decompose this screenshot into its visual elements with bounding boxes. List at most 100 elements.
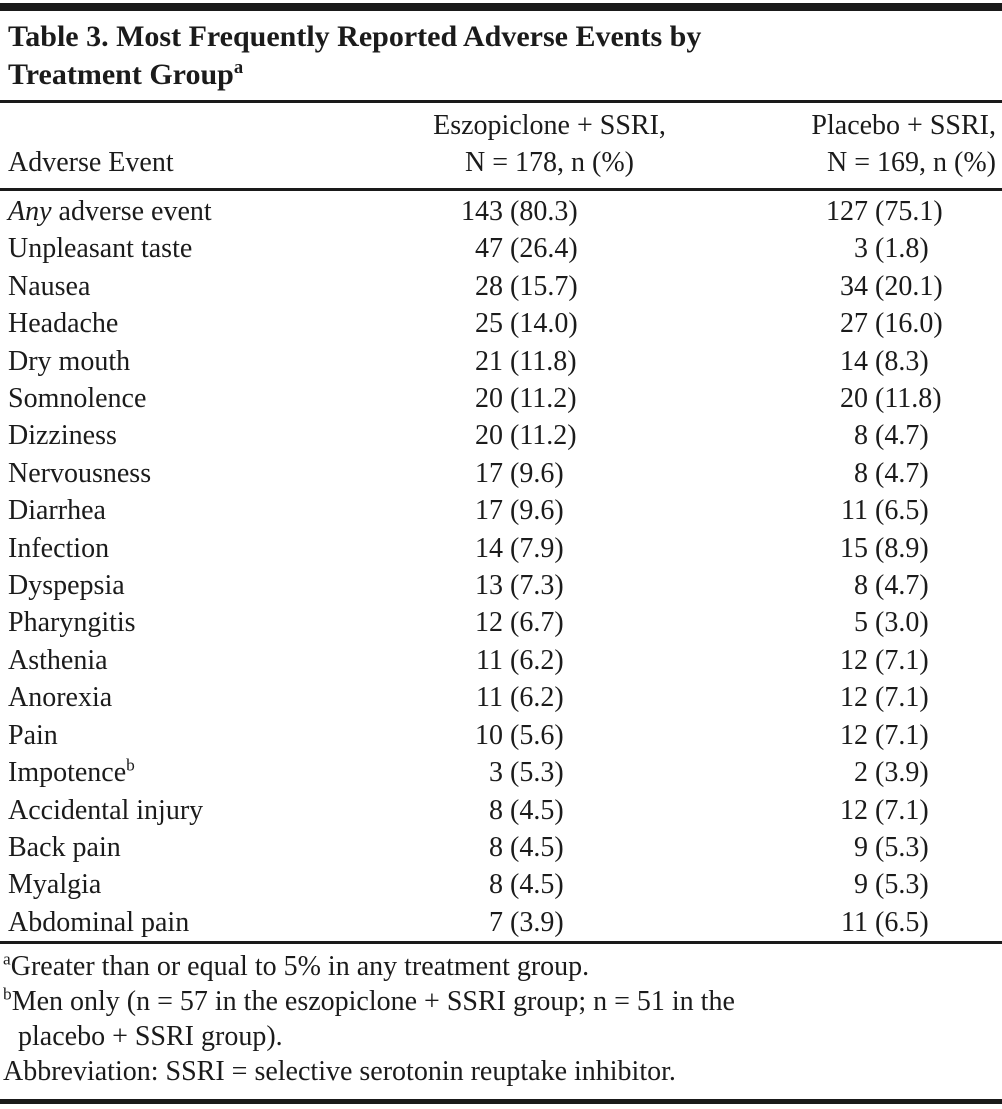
eszopiclone-count: 12 bbox=[475, 607, 503, 639]
placebo-percent: (8.9) bbox=[875, 532, 929, 564]
table-title-line2: Treatment Groupa bbox=[8, 56, 994, 94]
adverse-event-label-text: Pharyngitis bbox=[8, 607, 136, 639]
eszopiclone-count: 17 bbox=[475, 495, 503, 527]
placebo-count: 11 bbox=[841, 495, 868, 527]
table-row: Back pain 8 (4.5) 9 (5.3) bbox=[0, 829, 1002, 866]
eszopiclone-percent: (9.6) bbox=[510, 495, 564, 527]
placebo-count: 14 bbox=[840, 345, 868, 377]
column-header-adverse-event: Adverse Event bbox=[8, 147, 174, 178]
placebo-value-cell: 14 (8.3) bbox=[640, 343, 1002, 380]
footnote-b-text-line1: Men only (n = 57 in the eszopiclone + SS… bbox=[11, 986, 735, 1018]
eszopiclone-percent: (6.7) bbox=[510, 607, 564, 639]
column-header-eszopiclone: Eszopiclone + SSRI, N = 178, n (%) bbox=[417, 107, 682, 181]
adverse-event-label-text: Dizziness bbox=[8, 420, 117, 452]
eszopiclone-percent: (11.2) bbox=[510, 420, 577, 452]
placebo-value-cell: 9 (5.3) bbox=[640, 829, 1002, 866]
adverse-event-label-text: Nausea bbox=[8, 270, 91, 302]
adverse-event-label: Infection bbox=[0, 530, 375, 567]
header-divider-rule bbox=[0, 188, 1002, 191]
eszopiclone-count: 11 bbox=[476, 682, 503, 714]
placebo-percent: (75.1) bbox=[875, 196, 943, 227]
table-title: Table 3. Most Frequently Reported Advers… bbox=[0, 11, 1002, 100]
eszopiclone-value-cell: 3 (5.3) bbox=[375, 754, 640, 791]
adverse-event-label-text: Dry mouth bbox=[8, 345, 131, 377]
title-footnote-marker: a bbox=[233, 57, 244, 78]
placebo-percent: (4.7) bbox=[875, 457, 929, 489]
adverse-event-label-text: adverse event bbox=[51, 196, 212, 227]
eszopiclone-value-cell: 8 (4.5) bbox=[375, 792, 640, 829]
footnote-a-marker: a bbox=[3, 949, 11, 969]
body-divider-rule bbox=[0, 941, 1002, 945]
eszopiclone-value-cell: 20 (11.2) bbox=[375, 380, 640, 417]
title-divider-rule bbox=[0, 100, 1002, 103]
adverse-event-label-text: Asthenia bbox=[8, 644, 108, 676]
footnote-a: aGreater than or equal to 5% in any trea… bbox=[3, 949, 994, 984]
eszopiclone-value-cell: 17 (9.6) bbox=[375, 455, 640, 492]
eszopiclone-count: 14 bbox=[475, 532, 503, 564]
adverse-event-label: Nervousness bbox=[0, 455, 375, 492]
placebo-percent: (7.1) bbox=[875, 682, 929, 714]
placebo-percent: (5.3) bbox=[875, 831, 929, 863]
placebo-percent: (7.1) bbox=[875, 644, 929, 676]
footnote-a-text: Greater than or equal to 5% in any treat… bbox=[10, 951, 590, 983]
placebo-count: 5 bbox=[854, 607, 868, 639]
eszopiclone-count: 8 bbox=[489, 794, 503, 826]
placebo-count: 27 bbox=[840, 308, 868, 340]
placebo-percent: (4.7) bbox=[875, 420, 929, 452]
placebo-value-cell: 3 (1.8) bbox=[640, 230, 1002, 267]
eszopiclone-count: 11 bbox=[476, 644, 503, 676]
eszopiclone-percent: (5.3) bbox=[510, 757, 564, 789]
adverse-event-label-text: Nervousness bbox=[8, 457, 152, 489]
placebo-percent: (5.3) bbox=[875, 869, 929, 901]
bottom-border-rule bbox=[0, 1099, 1002, 1104]
placebo-value-cell: 127 (75.1) bbox=[640, 193, 1002, 230]
placebo-count: 127 bbox=[826, 196, 868, 227]
eszopiclone-value-cell: 8 (4.5) bbox=[375, 829, 640, 866]
eszopiclone-percent: (4.5) bbox=[510, 869, 564, 901]
table-title-line1: Table 3. Most Frequently Reported Advers… bbox=[8, 20, 702, 53]
eszopiclone-value-cell: 11 (6.2) bbox=[375, 642, 640, 679]
adverse-event-label-text: Back pain bbox=[8, 831, 121, 863]
eszopiclone-count: 20 bbox=[475, 420, 503, 452]
eszopiclone-percent: (4.5) bbox=[510, 794, 564, 826]
table-row: Dry mouth 21 (11.8) 14 (8.3) bbox=[0, 343, 1002, 380]
placebo-percent: (3.0) bbox=[875, 607, 929, 639]
adverse-event-label: Somnolence bbox=[0, 380, 375, 417]
placebo-count: 12 bbox=[840, 719, 868, 751]
placebo-count: 8 bbox=[854, 420, 868, 452]
eszopiclone-percent: (11.2) bbox=[510, 383, 577, 415]
table-row: Infection 14 (7.9) 15 (8.9) bbox=[0, 530, 1002, 567]
eszopiclone-percent: (3.9) bbox=[510, 906, 564, 938]
adverse-event-label: Dizziness bbox=[0, 417, 375, 454]
table-row: Nervousness 17 (9.6) 8 (4.7) bbox=[0, 455, 1002, 492]
eszopiclone-count: 7 bbox=[489, 906, 503, 938]
eszopiclone-value-cell: 7 (3.9) bbox=[375, 904, 640, 941]
eszopiclone-count: 8 bbox=[489, 831, 503, 863]
table-row: Abdominal pain 7 (3.9) 11 (6.5) bbox=[0, 904, 1002, 941]
placebo-percent: (7.1) bbox=[875, 794, 929, 826]
placebo-value-cell: 8 (4.7) bbox=[640, 567, 1002, 604]
adverse-event-label-text: Infection bbox=[8, 532, 110, 564]
placebo-value-cell: 11 (6.5) bbox=[640, 492, 1002, 529]
eszopiclone-count: 3 bbox=[489, 757, 503, 789]
adverse-event-label-text: Myalgia bbox=[8, 869, 102, 901]
eszopiclone-count: 17 bbox=[475, 457, 503, 489]
placebo-percent: (11.8) bbox=[875, 383, 942, 415]
placebo-count: 3 bbox=[854, 233, 868, 265]
eszopiclone-percent: (11.8) bbox=[510, 345, 577, 377]
placebo-count: 8 bbox=[854, 570, 868, 602]
adverse-event-label: Dry mouth bbox=[0, 343, 375, 380]
eszopiclone-percent: (15.7) bbox=[510, 270, 578, 302]
placebo-count: 12 bbox=[840, 794, 868, 826]
eszopiclone-value-cell: 8 (4.5) bbox=[375, 866, 640, 903]
placebo-percent: (4.7) bbox=[875, 570, 929, 602]
adverse-event-label-text: Headache bbox=[8, 308, 119, 340]
table-row: Anorexia 11 (6.2) 12 (7.1) bbox=[0, 679, 1002, 716]
placebo-value-cell: 34 (20.1) bbox=[640, 268, 1002, 305]
adverse-event-label-text: Abdominal pain bbox=[8, 906, 190, 938]
table-row: Dyspepsia 13 (7.3) 8 (4.7) bbox=[0, 567, 1002, 604]
eszopiclone-count: 10 bbox=[475, 719, 503, 751]
placebo-count: 8 bbox=[854, 457, 868, 489]
table-row: Unpleasant taste 47 (26.4) 3 (1.8) bbox=[0, 230, 1002, 267]
placebo-percent: (3.9) bbox=[875, 757, 929, 789]
